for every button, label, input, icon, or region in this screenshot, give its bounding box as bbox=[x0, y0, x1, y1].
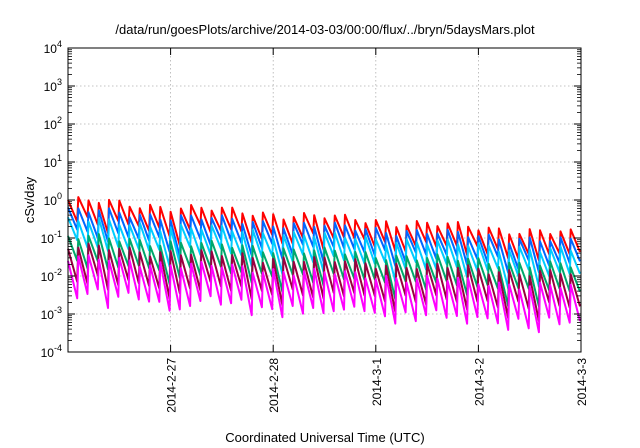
series-layer bbox=[67, 196, 581, 334]
x-axis-label: Coordinated Universal Time (UTC) bbox=[225, 430, 424, 445]
y-axis-label: cSv/day bbox=[22, 176, 37, 223]
y-tick-label: 10-1 bbox=[41, 229, 62, 246]
chart-title: /data/run/goesPlots/archive/2014-03-03/0… bbox=[115, 22, 535, 37]
x-tick-label: 2014-2-28 bbox=[267, 358, 281, 413]
y-tick-label: 104 bbox=[44, 39, 62, 56]
axis-ticks: 10-4 10-3 10-2 10-1 100 101 102 103 104 2014-2-27… bbox=[41, 39, 589, 413]
x-tick-label: 2014-3-1 bbox=[370, 358, 384, 406]
y-tick-label: 10-3 bbox=[41, 305, 62, 322]
y-tick-label: 10-2 bbox=[41, 267, 62, 284]
x-tick-label: 2014-3-3 bbox=[575, 358, 589, 406]
y-tick-label: 102 bbox=[44, 115, 62, 132]
y-tick-label: 10-4 bbox=[41, 343, 62, 360]
y-tick-label: 103 bbox=[44, 77, 62, 94]
y-tick-label: 101 bbox=[44, 153, 62, 170]
x-tick-label: 2014-3-2 bbox=[472, 358, 486, 406]
series-line bbox=[67, 254, 581, 334]
x-tick-label: 2014-2-27 bbox=[165, 358, 179, 413]
y-tick-label: 100 bbox=[44, 191, 62, 208]
